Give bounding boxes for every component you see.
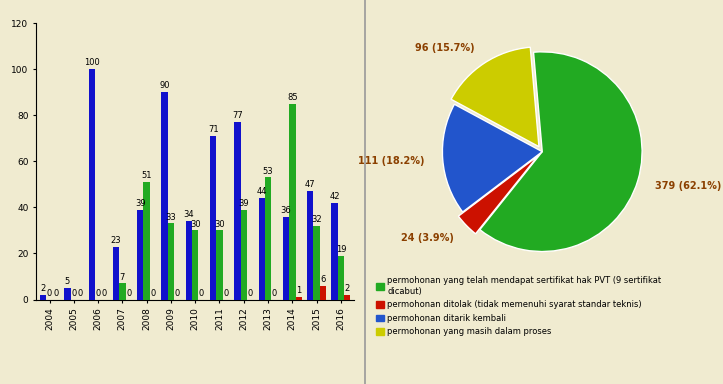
Text: 0: 0 [150,289,155,298]
Text: 5: 5 [65,277,70,286]
Bar [234,122,241,300]
Bar [259,198,265,300]
Text: 85: 85 [287,93,298,102]
Text: 0: 0 [126,289,132,298]
Text: 32: 32 [312,215,322,224]
Text: 47: 47 [305,180,316,189]
Bar [119,283,126,300]
Bar [283,217,289,300]
Wedge shape [442,104,542,212]
Bar [40,295,46,300]
Bar [168,223,174,300]
Bar [64,288,71,300]
Text: 96 (15.7%): 96 (15.7%) [414,43,474,53]
Text: 39: 39 [135,199,145,208]
Text: 0: 0 [223,289,228,298]
Bar [331,203,338,300]
Text: 7: 7 [120,273,125,281]
Wedge shape [480,52,642,252]
Text: 42: 42 [330,192,340,201]
Text: 90: 90 [159,81,170,90]
Bar [265,177,271,300]
Bar [89,69,95,300]
Text: 71: 71 [208,125,218,134]
Bar [289,104,296,300]
Legend: permohonan yang telah mendapat sertifikat hak PVT (9 sertifikat
dicabut), permoh: permohonan yang telah mendapat sertifika… [373,273,664,340]
Bar [161,92,168,300]
Text: 2: 2 [40,284,46,293]
Text: 30: 30 [214,220,225,228]
Text: 2: 2 [345,284,350,293]
Text: 6: 6 [320,275,325,284]
Bar [113,247,119,300]
Text: 111 (18.2%): 111 (18.2%) [359,156,425,166]
Text: 0: 0 [272,289,277,298]
Bar [307,191,314,300]
Text: 51: 51 [142,171,152,180]
Text: 100: 100 [84,58,100,67]
Text: 33: 33 [166,213,176,222]
Text: 19: 19 [335,245,346,254]
Bar [296,297,301,300]
Bar [186,221,192,300]
Bar [210,136,216,300]
Bar [338,256,344,300]
Text: 0: 0 [199,289,204,298]
Text: 0: 0 [102,289,107,298]
Text: 23: 23 [111,236,121,245]
Text: 0: 0 [247,289,253,298]
Bar [216,230,223,300]
Text: 0: 0 [175,289,180,298]
Wedge shape [451,47,539,147]
Bar [320,286,326,300]
Wedge shape [458,156,538,234]
Text: 0: 0 [77,289,82,298]
Text: 0: 0 [54,289,59,298]
Text: 0: 0 [71,289,77,298]
Bar [241,210,247,300]
Text: 1: 1 [296,286,301,295]
Text: 24 (3.9%): 24 (3.9%) [401,233,453,243]
Bar [137,210,143,300]
Bar [314,226,320,300]
Bar [192,230,198,300]
Text: 379 (62.1%): 379 (62.1%) [655,181,722,191]
Text: 39: 39 [239,199,249,208]
Text: 30: 30 [190,220,200,228]
Text: 44: 44 [257,187,267,196]
Bar [143,182,150,300]
Text: 53: 53 [262,167,273,175]
Text: 34: 34 [184,210,194,219]
Text: 0: 0 [47,289,52,298]
Bar [344,295,351,300]
Text: 0: 0 [95,289,100,298]
Text: 77: 77 [232,111,243,120]
Text: 36: 36 [281,206,291,215]
